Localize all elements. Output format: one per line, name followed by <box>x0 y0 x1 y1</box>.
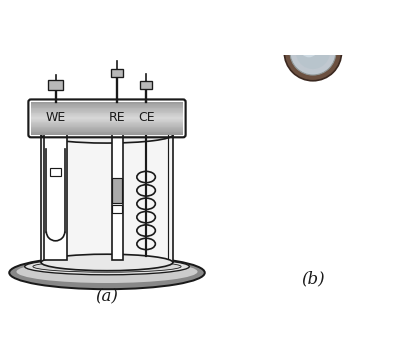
Bar <box>111 131 123 260</box>
Bar <box>31 106 183 107</box>
Ellipse shape <box>25 258 189 275</box>
Bar <box>31 102 183 103</box>
Text: WE: WE <box>45 111 65 124</box>
Ellipse shape <box>41 254 173 271</box>
Polygon shape <box>294 0 375 55</box>
Bar <box>31 123 183 124</box>
Bar <box>31 117 183 118</box>
Circle shape <box>283 24 341 81</box>
Bar <box>31 110 183 111</box>
Bar <box>31 108 183 109</box>
Ellipse shape <box>16 260 197 283</box>
Bar <box>31 120 183 121</box>
Bar <box>112 205 122 213</box>
Bar <box>31 104 183 105</box>
Circle shape <box>299 39 317 57</box>
Bar <box>31 128 183 129</box>
Bar <box>31 121 183 122</box>
Bar <box>31 103 183 105</box>
Bar <box>48 80 63 89</box>
Polygon shape <box>302 0 361 45</box>
Text: CE: CE <box>137 111 154 124</box>
Bar <box>139 81 152 89</box>
Bar <box>31 105 183 106</box>
Bar <box>31 114 183 115</box>
Bar <box>31 112 183 113</box>
Bar <box>31 107 183 108</box>
Bar <box>31 126 183 127</box>
Bar <box>31 102 183 103</box>
Ellipse shape <box>41 127 173 143</box>
Text: RE: RE <box>109 111 125 124</box>
Text: (a): (a) <box>95 289 118 306</box>
Bar <box>31 129 183 130</box>
Circle shape <box>295 35 329 69</box>
Bar <box>31 119 183 120</box>
Bar <box>31 117 183 118</box>
Bar <box>31 118 183 119</box>
Bar <box>41 135 173 263</box>
Bar <box>31 111 183 112</box>
Bar <box>111 69 123 77</box>
Bar <box>31 131 183 132</box>
Bar <box>31 133 183 134</box>
Bar <box>31 109 183 110</box>
Bar <box>50 168 61 176</box>
Polygon shape <box>284 0 385 56</box>
Bar <box>31 124 183 125</box>
Bar <box>31 126 183 127</box>
Bar <box>31 107 183 108</box>
Bar <box>31 121 183 122</box>
Text: (b): (b) <box>300 271 324 288</box>
Bar <box>31 125 183 126</box>
Bar <box>44 131 67 260</box>
Bar <box>31 116 183 117</box>
Bar <box>31 127 183 128</box>
Bar <box>31 130 183 131</box>
Polygon shape <box>299 0 371 54</box>
Bar <box>31 131 183 132</box>
Bar <box>31 115 183 116</box>
Ellipse shape <box>33 261 181 272</box>
Bar <box>31 122 183 123</box>
Ellipse shape <box>9 256 204 289</box>
Bar <box>31 134 183 135</box>
Bar <box>31 113 183 114</box>
Circle shape <box>289 29 335 75</box>
Bar <box>31 132 183 133</box>
Bar <box>112 178 122 203</box>
Bar <box>31 112 183 113</box>
